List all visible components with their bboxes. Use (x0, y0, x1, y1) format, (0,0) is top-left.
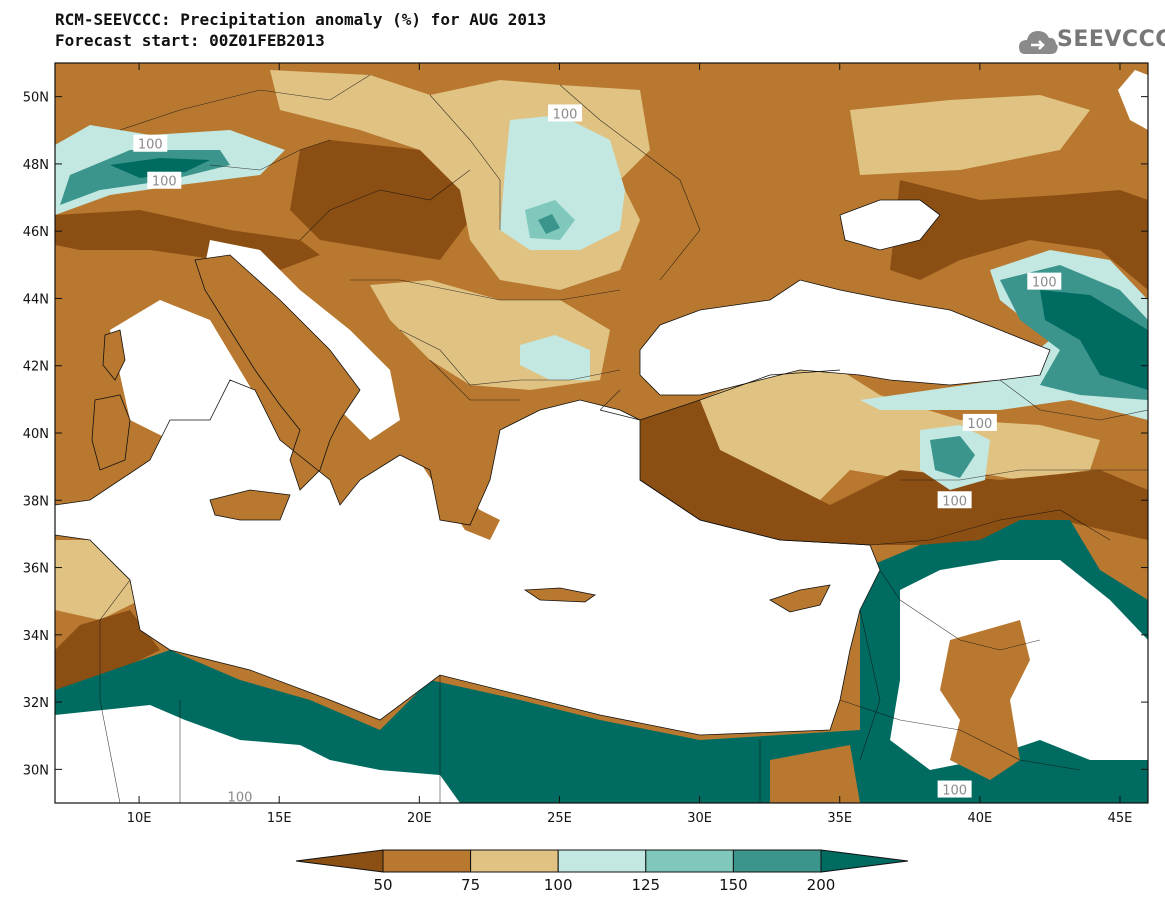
colorbar-segment-1 (382, 849, 472, 873)
contour-label-text: 100 (138, 138, 163, 153)
anomaly-region-dry-syria (940, 620, 1030, 780)
anomaly-region-dry-egypt (770, 745, 860, 803)
lat-tick-label: 30N (23, 763, 49, 778)
lat-tick-label: 34N (23, 629, 49, 644)
logo-text: SEEVCCC (1057, 27, 1165, 52)
contour-label-6: 100 (222, 787, 257, 805)
contour-label-5: 100 (937, 491, 972, 509)
contour-label-bg (937, 780, 972, 798)
colorbar-segment-2 (470, 849, 559, 873)
lon-tick-label: 45E (1108, 811, 1133, 826)
contour-labels: 100 100 100 100 100 100 100 100 (133, 104, 1062, 805)
contour-label-7: 100 (937, 780, 972, 799)
sea-of-azov (840, 200, 940, 250)
sicily (210, 490, 290, 520)
lat-tick-label: 40N (23, 427, 49, 442)
map-title: RCM-SEEVCCC: Precipitation anomaly (%) f… (55, 10, 547, 29)
cyprus (770, 585, 830, 612)
contour-label-bg (548, 104, 583, 122)
lat-tick-label: 44N (23, 292, 49, 307)
tyrrhenian-sea (110, 300, 270, 450)
contour-label-3: 100 (1027, 272, 1062, 291)
coastlines (55, 199, 1051, 736)
colorbar-label: 100 (544, 876, 573, 894)
colorbar-segment-4 (645, 849, 734, 873)
lon-tick-label: 30E (687, 811, 712, 826)
desert-no-data-libya (55, 705, 460, 803)
country-borders (99, 74, 1148, 803)
lon-tick-label: 25E (547, 811, 572, 826)
anomaly-region-wet-caucasus-core (1040, 290, 1148, 390)
anomaly-region-dark-east (890, 180, 1148, 290)
contour-label-bg (147, 171, 182, 189)
latitude-axis: 30N 32N 34N 36N 38N 40N 42N 44N 46N 48N 50N (23, 91, 1148, 778)
lat-tick-label: 46N (23, 225, 49, 240)
contour-label-bg (937, 491, 972, 509)
contour-label-text: 100 (942, 784, 967, 799)
contour-label-text: 100 (942, 494, 967, 509)
contour-label-text: 100 (152, 175, 177, 190)
colorbar-label: 200 (807, 876, 836, 894)
anomaly-region-dark-central (290, 140, 470, 260)
corsica (103, 330, 125, 380)
contour-label-text: 100 (228, 790, 253, 805)
anomaly-region-dark-africa-west (55, 610, 160, 690)
colorbar-label: 150 (719, 876, 748, 894)
lon-tick-label: 15E (267, 811, 292, 826)
colorbar: 50 75 100 125 150 200 (295, 849, 909, 894)
lon-tick-label: 40E (967, 811, 992, 826)
lat-tick-label: 36N (23, 562, 49, 577)
lon-tick-label: 10E (127, 811, 152, 826)
anomaly-region-wet-alps-core (110, 158, 210, 178)
mediterranean-sea (55, 380, 880, 735)
forecast-start-label: Forecast start: 00Z01FEB2013 (55, 31, 325, 50)
italy-peninsula (195, 255, 360, 490)
greece-peninsula (400, 410, 500, 540)
contour-label-bg (133, 134, 168, 152)
contour-label-0: 100 (548, 104, 583, 122)
contour-label-1: 100 (133, 134, 168, 153)
colorbar-segment-5 (732, 849, 822, 873)
contour-label-text: 100 (1032, 276, 1057, 291)
colorbar-label: 50 (373, 876, 392, 894)
contour-label-bg (1027, 272, 1062, 290)
contour-label-bg (222, 787, 257, 805)
lon-tick-label: 35E (827, 811, 852, 826)
anomaly-region-wet-ukraine-core (538, 214, 560, 234)
contour-label-text: 100 (553, 107, 578, 122)
colorbar-label: 125 (631, 876, 660, 894)
anomaly-region-dark-anatolia (640, 400, 1148, 545)
anomaly-region-wet-anatolia-east-core (930, 436, 975, 478)
contour-label-4: 100 (962, 413, 997, 432)
colorbar-label: 75 (461, 876, 480, 894)
lat-tick-label: 32N (23, 696, 49, 711)
colorbar-segment-low (295, 849, 384, 873)
colorbar-segment-high (820, 849, 909, 873)
lat-tick-label: 48N (23, 158, 49, 173)
anomaly-region-light-africa-west (55, 540, 140, 620)
colorbar-segment-3 (557, 849, 647, 873)
caspian-sea (1118, 70, 1148, 130)
sardinia (92, 395, 130, 470)
black-sea (640, 280, 1050, 395)
contour-label-bg (962, 413, 997, 431)
lat-tick-label: 50N (23, 91, 49, 106)
anomaly-region-wet-romania (520, 335, 590, 380)
anomaly-region-light-ne (850, 95, 1090, 175)
longitude-axis: 10E 15E 20E 25E 30E 35E 40E 45E (127, 63, 1133, 826)
cloud-icon (1019, 31, 1058, 54)
lon-tick-label: 20E (407, 811, 432, 826)
lat-tick-label: 42N (23, 360, 49, 375)
contour-label-text: 100 (967, 417, 992, 432)
map-field (55, 63, 1148, 803)
lat-tick-label: 38N (23, 494, 49, 509)
contour-label-2: 100 (147, 171, 182, 190)
anomaly-region-light-anatolia (700, 370, 1100, 500)
